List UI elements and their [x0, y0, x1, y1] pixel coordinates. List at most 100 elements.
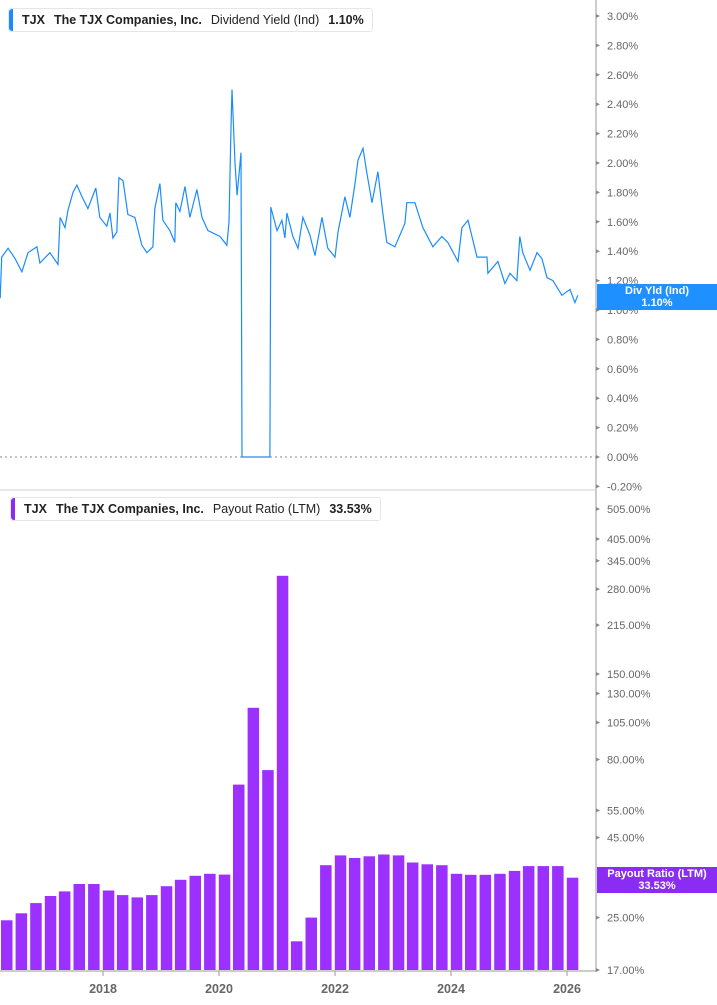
payout-ratio-bar [160, 886, 173, 970]
y-tick-mark [596, 43, 600, 48]
y-tick-label: 280.00% [607, 584, 651, 596]
y-tick-mark [596, 425, 600, 430]
dividend-yield-line [0, 89, 579, 458]
y-tick-mark [596, 672, 600, 677]
y-tick-mark [596, 808, 600, 813]
payout-ratio-bar [15, 913, 28, 970]
dividend-yield-legend[interactable]: TJX The TJX Companies, Inc. Dividend Yie… [8, 8, 373, 32]
payout-ratio-bar [508, 870, 521, 970]
y-tick-mark [596, 558, 600, 563]
legend-ticker: TJX [24, 502, 47, 516]
payout-ratio-legend[interactable]: TJX The TJX Companies, Inc. Payout Ratio… [10, 497, 381, 521]
y-tick-mark [596, 507, 600, 511]
flag-value: 1.10% [641, 297, 673, 309]
y-tick-mark [596, 219, 600, 224]
y-tick-mark [596, 484, 600, 489]
payout-ratio-bar [566, 877, 579, 970]
payout-ratio-bar [494, 873, 506, 970]
y-tick-mark [596, 190, 600, 195]
legend-value: 1.10% [328, 13, 364, 27]
y-tick-mark [596, 337, 600, 342]
payout-ratio-bar [1, 920, 13, 970]
y-tick-label: 105.00% [607, 717, 651, 729]
payout-ratio-bar [30, 903, 42, 970]
y-tick-mark [596, 691, 600, 696]
y-tick-mark [596, 455, 600, 459]
payout-ratio-bar [522, 866, 535, 970]
y-tick-mark [596, 587, 600, 592]
legend-company: The TJX Companies, Inc. [55, 502, 204, 516]
flag-label: Payout Ratio (LTM) [607, 868, 707, 880]
payout-ratio-bar [73, 884, 85, 970]
payout-ratio-bar [233, 784, 245, 970]
y-tick-label: 130.00% [607, 688, 651, 700]
payout-ratio-bar [406, 862, 419, 970]
flag-value: 33.53% [638, 880, 676, 892]
payout-ratio-bar [450, 873, 463, 970]
y-tick-label: 2.60% [607, 70, 638, 82]
payout-ratio-bar [348, 858, 361, 970]
y-tick-label: 0.40% [607, 393, 638, 405]
y-tick-label: 505.00% [607, 504, 651, 516]
payout-ratio-bar [88, 884, 100, 970]
legend-company: The TJX Companies, Inc. [53, 13, 202, 27]
y-tick-mark [596, 536, 600, 541]
x-tick-label: 2024 [437, 982, 465, 996]
payout-ratio-bar [305, 917, 317, 970]
legend-value: 33.53% [329, 502, 372, 516]
y-tick-label: 405.00% [607, 534, 651, 546]
payout-ratio-bars [1, 575, 579, 970]
x-axis: 2018 2020 2022 2024 2026 [89, 971, 581, 996]
payout-ratio-bar [204, 873, 216, 970]
y-tick-label: 25.00% [607, 913, 645, 925]
x-tick-label: 2018 [89, 982, 117, 996]
legend-ticker: TJX [22, 13, 45, 27]
payout-ratio-bar [276, 575, 289, 970]
y-tick-mark [596, 623, 600, 628]
y-tick-label: 1.80% [607, 187, 638, 199]
y-tick-label: 345.00% [607, 556, 651, 568]
payout-ratio-bar [552, 866, 564, 970]
payout-ratio-bar [262, 770, 274, 970]
payout-ratio-bar [290, 941, 303, 970]
payout-ratio-bar [320, 865, 332, 970]
y-tick-label: 45.00% [607, 833, 645, 845]
y-tick-label: 150.00% [607, 669, 651, 681]
y-tick-label: 17.00% [607, 965, 645, 977]
payout-ratio-bar [146, 895, 158, 970]
y-tick-label: 0.60% [607, 364, 638, 376]
payout-ratio-bar [58, 891, 71, 970]
y-tick-mark [596, 102, 600, 107]
payout-ratio-bar [218, 874, 231, 970]
y-tick-mark [596, 161, 600, 165]
y-tick-mark [596, 14, 600, 18]
x-tick-label: 2022 [321, 982, 349, 996]
payout-ratio-bar [247, 707, 260, 970]
y-tick-label: 3.00% [607, 11, 638, 23]
series-color-marker [9, 9, 13, 31]
payout-ratio-bar [537, 866, 549, 970]
y-tick-label: 2.20% [607, 129, 638, 141]
y-tick-mark [596, 72, 600, 77]
payout-ratio-bar [436, 865, 448, 970]
y-tick-mark [596, 366, 600, 371]
payout-ratio-bar [392, 855, 405, 970]
payout-ratio-value-flag: Payout Ratio (LTM) 33.53% [597, 867, 717, 893]
y-tick-label: 2.80% [607, 40, 638, 52]
x-tick-label: 2020 [205, 982, 233, 996]
y-tick-mark [596, 396, 600, 401]
legend-metric: Payout Ratio (LTM) [212, 502, 321, 516]
payout-ratio-bar [363, 856, 375, 970]
y-tick-label: 80.00% [607, 754, 645, 766]
x-tick-label: 2026 [553, 982, 581, 996]
payout-ratio-bar [378, 854, 390, 970]
flag-label: Div Yld (Ind) [625, 285, 689, 297]
y-tick-label: 0.00% [607, 452, 638, 464]
y-tick-mark [596, 757, 600, 762]
series-color-marker [11, 498, 15, 520]
payout-ratio-bar [116, 895, 129, 970]
dividend-yield-value-flag: Div Yld (Ind) 1.10% [597, 284, 717, 310]
dividend-yield-y-axis: 3.00% 2.80% 2.60% 2.40% 2.20% 2.00% 1.80% 1.60%… [596, 11, 642, 493]
y-tick-label: 2.00% [607, 158, 638, 170]
